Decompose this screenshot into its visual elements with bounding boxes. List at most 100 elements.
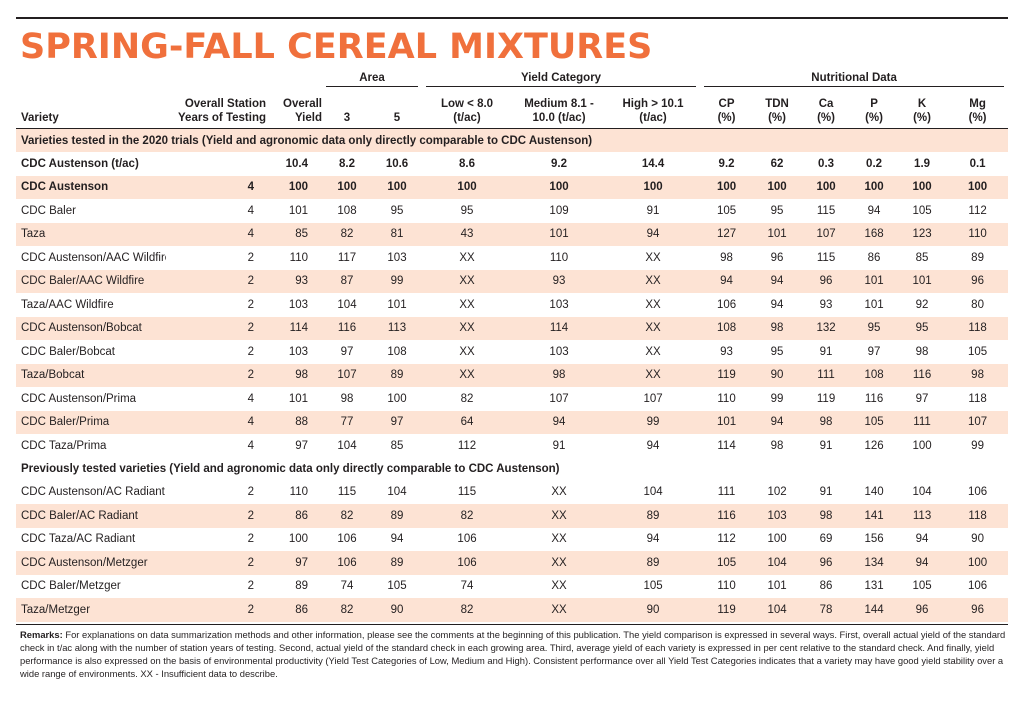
ca-cell: 69 (819, 533, 833, 546)
overall-yield-cell: 110 (289, 251, 308, 264)
years-cell: 4 (166, 410, 266, 434)
remarks-text: For explanations on data summarization m… (20, 629, 1006, 679)
overall-yield-cell: 86 (266, 598, 322, 622)
variety-table: Area Yield Category Nutritional Data Var… (16, 69, 1009, 622)
area-5-cell: 81 (372, 222, 423, 246)
ca-cell: 91 (819, 486, 833, 499)
high-cell: 89 (606, 551, 701, 575)
variety-header: Variety (16, 87, 166, 129)
section-previous-label: Previously tested varieties (Yield and a… (16, 457, 1009, 481)
p-cell: 168 (851, 222, 898, 246)
medium-cell: XX (551, 533, 567, 546)
cp-cell: 105 (700, 551, 754, 575)
high-cell: XX (606, 316, 701, 340)
medium-cell: 107 (549, 392, 569, 405)
overall-yield-cell: 100 (288, 533, 308, 546)
area-3-cell: 82 (322, 222, 372, 246)
p-cell: 101 (851, 269, 898, 293)
low-cell: 43 (422, 222, 513, 246)
p-cell: 94 (867, 204, 881, 217)
overall-yield-cell: 97 (266, 551, 322, 575)
mg-cell: 118 (968, 392, 987, 405)
ca-cell: 107 (801, 222, 852, 246)
ca-cell: 91 (819, 439, 833, 452)
k-cell: 94 (915, 533, 929, 546)
overall-yield-cell: 101 (288, 392, 308, 405)
variety-cell: CDC Taza/Prima (21, 439, 107, 452)
mg-cell: 100 (947, 175, 1009, 199)
low-cell: XX (422, 363, 513, 387)
cp-cell: 119 (700, 598, 754, 622)
p-cell: 140 (864, 486, 884, 499)
ca-cell: 91 (819, 345, 833, 358)
years-cell: 4 (247, 439, 254, 452)
column-header-row: Variety Overall Station Years of Testing … (16, 87, 1009, 129)
k-cell: 100 (897, 175, 948, 199)
high-cell: 94 (646, 439, 660, 452)
area-3-cell: 8.2 (339, 157, 355, 170)
low-cell: 106 (457, 533, 477, 546)
k-cell: 97 (915, 392, 929, 405)
cp-cell: 116 (700, 504, 754, 528)
high-cell: 91 (646, 204, 660, 217)
area-5-cell: 90 (372, 598, 423, 622)
cp-cell: 9.2 (718, 157, 735, 170)
cp-cell: 100 (700, 175, 754, 199)
mg-header: Mg (%) (947, 87, 1009, 129)
tdn-cell: 94 (770, 298, 784, 311)
table-row: CDC Austenson (t/ac) 10.4 8.2 10.6 8.6 9.2 14.… (16, 152, 1008, 176)
ca-cell: 96 (801, 269, 852, 293)
low-cell: 106 (422, 551, 513, 575)
tdn-cell: 102 (767, 486, 787, 499)
area-3-header: 3 (322, 87, 372, 129)
medium-cell: 100 (512, 175, 607, 199)
medium-cell: 98 (512, 363, 607, 387)
medium-cell: XX (551, 580, 567, 593)
section-2020-label: Varieties tested in the 2020 trials (Yie… (16, 128, 1009, 152)
area-5-cell: 89 (372, 363, 423, 387)
p-cell: 97 (867, 345, 881, 358)
area-5-cell: 95 (390, 204, 404, 217)
overall-yield-cell: 88 (266, 410, 322, 434)
cp-cell: 127 (700, 222, 754, 246)
ca-cell: 115 (816, 204, 836, 217)
p-cell: 86 (867, 251, 881, 264)
tdn-cell: 95 (770, 345, 784, 358)
k-cell: 123 (897, 222, 948, 246)
ca-cell: 78 (801, 598, 852, 622)
tdn-cell: 104 (753, 551, 802, 575)
overall-yield-header: Overall Yield (266, 87, 322, 129)
k-cell: 105 (912, 204, 932, 217)
high-cell: XX (645, 251, 661, 264)
table-row: CDC Austenson/Metzger 2 97 106 89 106 XX 89 105 1… (16, 551, 1009, 575)
p-cell: 156 (864, 533, 884, 546)
ca-cell: 98 (801, 410, 852, 434)
years-cell: 2 (247, 486, 254, 499)
ca-cell: 96 (801, 551, 852, 575)
medium-cell: XX (512, 504, 607, 528)
variety-cell: Taza/Metzger (16, 598, 166, 622)
bottom-rule (16, 624, 1008, 625)
k-cell: 116 (897, 363, 948, 387)
overall-yield-cell: 86 (266, 504, 322, 528)
low-cell: XX (459, 251, 475, 264)
area-5-header: 5 (372, 87, 423, 129)
yield-category-group-header: Yield Category (426, 72, 697, 87)
high-cell: 107 (643, 392, 663, 405)
k-cell: 113 (897, 504, 948, 528)
area-3-cell: 106 (322, 551, 372, 575)
ca-cell: 0.3 (818, 157, 835, 170)
high-cell: XX (606, 363, 701, 387)
cp-cell: 110 (717, 580, 736, 593)
variety-cell: Taza/Bobcat (16, 363, 166, 387)
variety-cell: CDC Austenson/Bobcat (16, 316, 166, 340)
area-3-cell: 82 (322, 504, 372, 528)
years-cell: 2 (166, 316, 266, 340)
ca-cell: 115 (816, 251, 836, 264)
tdn-cell: 94 (753, 410, 802, 434)
table-row: Taza/Bobcat 2 98 107 89 XX 98 XX 119 90 111 108 116 9… (16, 363, 1009, 387)
variety-cell: CDC Austenson/AC Radiant (21, 486, 165, 499)
high-cell: 89 (606, 504, 701, 528)
variety-cell: CDC Austenson (16, 175, 166, 199)
tdn-cell: 96 (770, 251, 784, 264)
